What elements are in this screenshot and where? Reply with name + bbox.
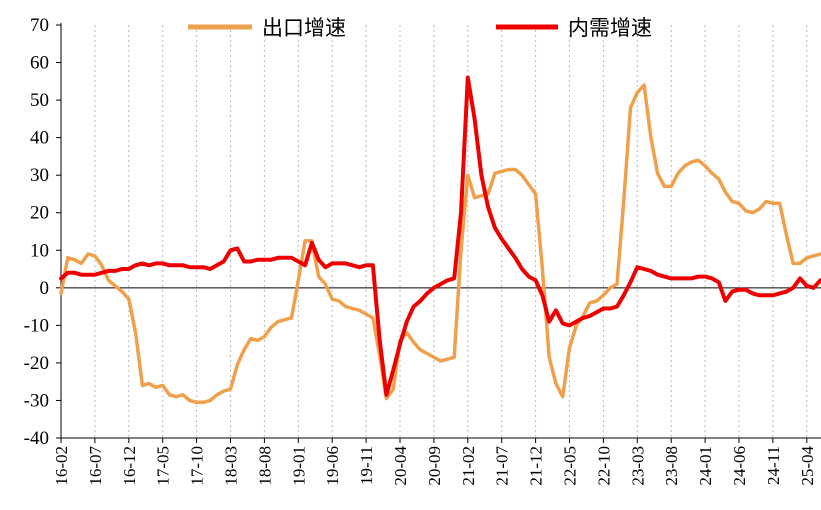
series-line-domestic-demand-growth (59, 75, 821, 397)
y-tick-label: -30 (24, 390, 49, 411)
y-tick-label: 30 (30, 165, 49, 186)
x-tick-label: 23-03 (628, 446, 647, 486)
x-tick-label: 19-11 (357, 446, 376, 485)
series-layer (59, 75, 821, 405)
x-tick-label: 20-04 (391, 446, 410, 486)
x-tick-label: 17-10 (188, 446, 207, 486)
y-tick-label: 50 (30, 90, 49, 111)
x-tick-label: 19-06 (323, 446, 342, 486)
series-line-export-growth (59, 83, 821, 405)
x-tick-label: 23-08 (662, 446, 681, 486)
x-tick-label: 21-12 (527, 446, 546, 486)
legend: 出口增速 内需增速 (188, 16, 652, 40)
axis-layer: -40 -30 -20 -10 0 10 20 30 40 50 60 70 16-02 16-07 16-… (24, 15, 821, 486)
x-tick-label: 19-01 (289, 446, 308, 486)
x-tick-label: 16-02 (52, 446, 71, 486)
x-tick-label: 24-11 (764, 446, 783, 485)
x-tick-label: 20-09 (425, 446, 444, 486)
x-tick-label: 22-05 (561, 446, 580, 486)
y-tick-label: 0 (40, 278, 50, 299)
x-tick-label: 16-12 (120, 446, 139, 486)
x-tick-label: 17-05 (154, 446, 173, 486)
x-tick-label: 25-04 (798, 446, 817, 486)
x-tick-label: 18-03 (222, 446, 241, 486)
y-tick-label: 70 (30, 15, 49, 36)
y-tick-label: 40 (30, 128, 49, 149)
y-tick-label: -20 (24, 353, 49, 374)
y-tick-label: -10 (24, 315, 49, 336)
y-tick-label: 10 (30, 240, 49, 261)
x-tick-label: 21-02 (459, 446, 478, 486)
x-tick-label: 22-10 (594, 446, 613, 486)
x-tick-label: 24-06 (730, 446, 749, 486)
y-tick-label: -40 (24, 428, 49, 449)
grid-layer (60, 25, 808, 438)
y-tick-label: 20 (30, 203, 49, 224)
legend-label: 内需增速 (568, 16, 652, 40)
x-tick-label: 16-07 (86, 446, 105, 486)
x-tick-label: 18-08 (255, 446, 274, 486)
legend-label: 出口增速 (262, 16, 346, 40)
x-tick-label: 24-01 (696, 446, 715, 486)
x-tick-label: 21-07 (493, 446, 512, 486)
y-tick-label: 60 (30, 53, 49, 74)
